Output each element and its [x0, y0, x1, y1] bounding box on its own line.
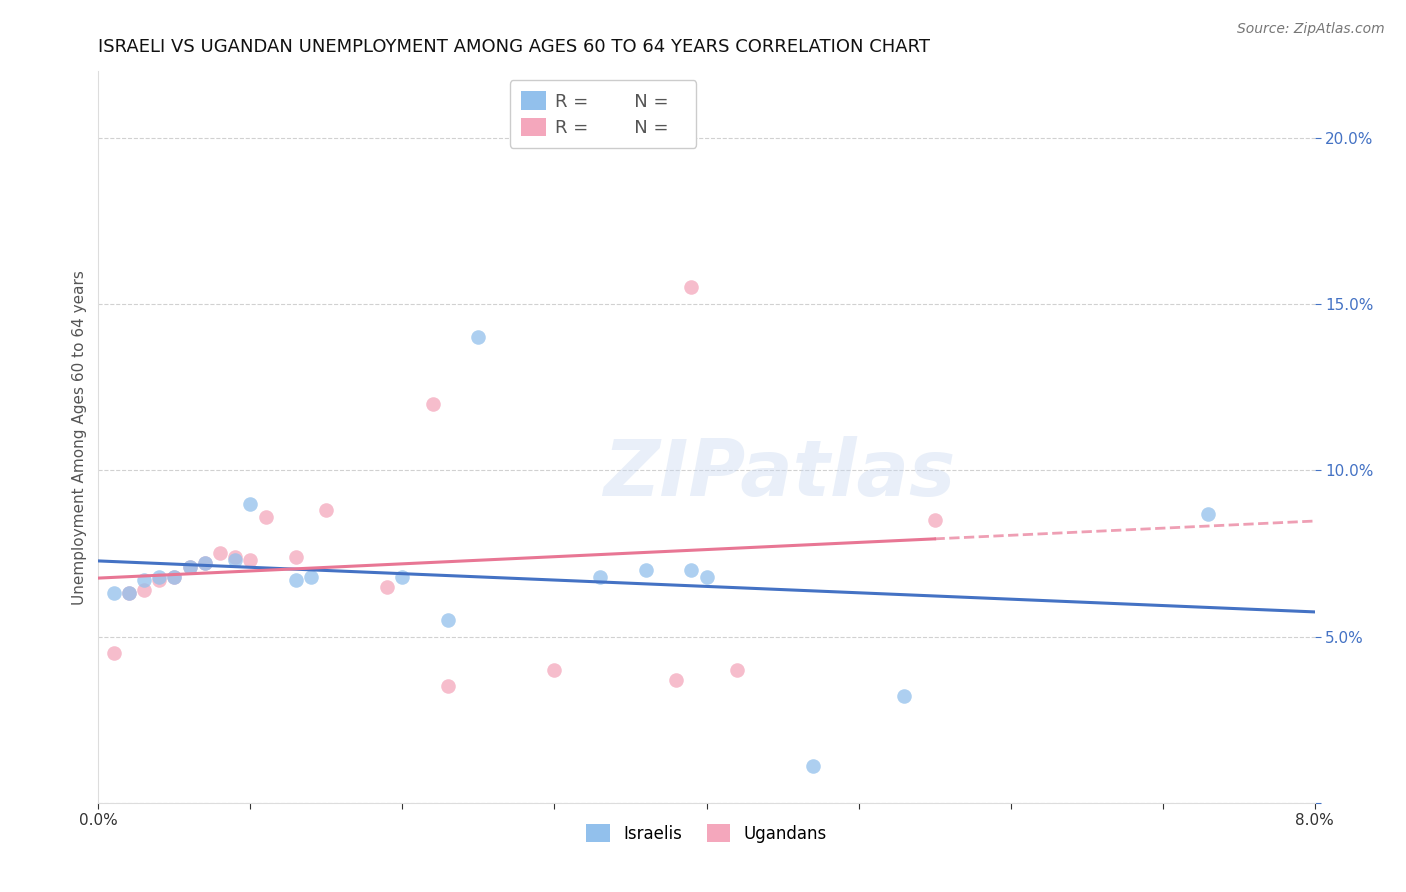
Point: [634, 563, 657, 577]
Point: [893, 690, 915, 704]
Point: [209, 546, 232, 560]
Point: [299, 570, 322, 584]
Point: [163, 570, 186, 584]
Point: [194, 557, 217, 571]
Point: [725, 663, 748, 677]
Point: [224, 553, 246, 567]
Point: [103, 586, 125, 600]
Point: [543, 663, 565, 677]
Point: [148, 573, 170, 587]
Text: Source: ZipAtlas.com: Source: ZipAtlas.com: [1237, 22, 1385, 37]
Text: ISRAELI VS UGANDAN UNEMPLOYMENT AMONG AGES 60 TO 64 YEARS CORRELATION CHART: ISRAELI VS UGANDAN UNEMPLOYMENT AMONG AG…: [98, 38, 931, 56]
Point: [239, 497, 262, 511]
Text: 21: 21: [651, 84, 673, 102]
Point: [179, 559, 201, 574]
Point: [194, 557, 217, 571]
Point: [589, 570, 612, 584]
Point: [1197, 507, 1219, 521]
Text: 0.147: 0.147: [568, 84, 619, 102]
Point: [422, 397, 444, 411]
Text: 0.295: 0.295: [568, 113, 620, 131]
Point: [391, 570, 413, 584]
Legend: Israelis, Ugandans: Israelis, Ugandans: [579, 818, 834, 849]
Point: [437, 613, 460, 627]
Point: [665, 673, 688, 687]
Point: [681, 280, 703, 294]
Point: [467, 330, 489, 344]
Text: ZIPatlas: ZIPatlas: [603, 435, 956, 512]
Point: [224, 549, 246, 564]
Point: [924, 513, 946, 527]
Point: [163, 570, 186, 584]
Point: [285, 573, 308, 587]
Point: [315, 503, 337, 517]
Point: [132, 573, 155, 587]
Point: [239, 553, 262, 567]
Point: [437, 680, 460, 694]
Point: [179, 559, 201, 574]
Point: [681, 563, 703, 577]
Point: [103, 646, 125, 660]
Point: [148, 570, 170, 584]
Point: [696, 570, 718, 584]
Point: [285, 549, 308, 564]
Text: 21: 21: [651, 113, 673, 131]
Point: [801, 759, 824, 773]
Point: [375, 580, 398, 594]
Point: [254, 509, 277, 524]
Y-axis label: Unemployment Among Ages 60 to 64 years: Unemployment Among Ages 60 to 64 years: [72, 269, 87, 605]
Point: [118, 586, 141, 600]
Point: [118, 586, 141, 600]
Point: [132, 582, 155, 597]
